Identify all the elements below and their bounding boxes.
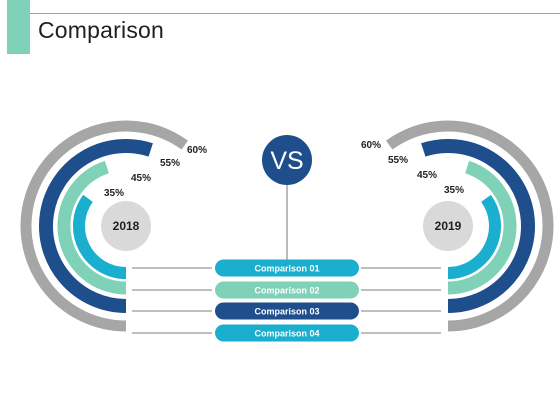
comparison-pill-2-label: Comparison 02 bbox=[254, 285, 319, 295]
right-ring-2-percent-label: 55% bbox=[388, 155, 408, 166]
right-ring-2 bbox=[421, 139, 535, 313]
right-ring-1 bbox=[385, 120, 554, 332]
left-year-label: 2018 bbox=[113, 219, 140, 233]
right-ring-3 bbox=[447, 160, 517, 295]
comparison-pill-4-label: Comparison 04 bbox=[254, 328, 319, 338]
comparison-pill-1-label: Comparison 01 bbox=[254, 263, 319, 273]
left-ring-4 bbox=[73, 194, 127, 279]
comparison-pill-3-label: Comparison 03 bbox=[254, 306, 319, 316]
slide-title: Comparison bbox=[38, 17, 164, 43]
title-rule bbox=[30, 13, 560, 14]
left-ring-3-percent-label: 45% bbox=[131, 173, 151, 184]
right-ring-1-percent-label: 60% bbox=[361, 140, 381, 151]
right-year-label: 2019 bbox=[435, 219, 462, 233]
left-ring-2-percent-label: 55% bbox=[160, 158, 180, 169]
left-ring-3 bbox=[57, 160, 127, 295]
right-ring-4-percent-label: 35% bbox=[444, 185, 464, 196]
comparison-pill-2 bbox=[215, 281, 359, 299]
left-ring-1-percent-label: 60% bbox=[187, 145, 207, 156]
left-ring-chart: 60% 55% 45% 35% 2018 bbox=[20, 120, 207, 332]
right-ring-chart: 60% 55% 45% 35% 2019 bbox=[361, 120, 554, 332]
right-ring-3-percent-label: 45% bbox=[417, 170, 437, 181]
right-year-circle bbox=[423, 201, 473, 251]
vs-badge bbox=[262, 135, 312, 185]
left-ring-1 bbox=[20, 120, 189, 332]
title-accent-bar bbox=[7, 0, 30, 54]
left-ring-4-percent-label: 35% bbox=[104, 188, 124, 199]
left-year-circle bbox=[101, 201, 151, 251]
right-ring-4 bbox=[447, 194, 501, 279]
comparison-pill-4 bbox=[215, 324, 359, 342]
comparison-pill-1 bbox=[215, 259, 359, 277]
vs-label: VS bbox=[270, 147, 303, 175]
comparison-pill-3 bbox=[215, 302, 359, 320]
comparison-list: Comparison 01 Comparison 02 Comparison 03 C… bbox=[132, 259, 441, 342]
left-ring-2 bbox=[39, 139, 153, 313]
